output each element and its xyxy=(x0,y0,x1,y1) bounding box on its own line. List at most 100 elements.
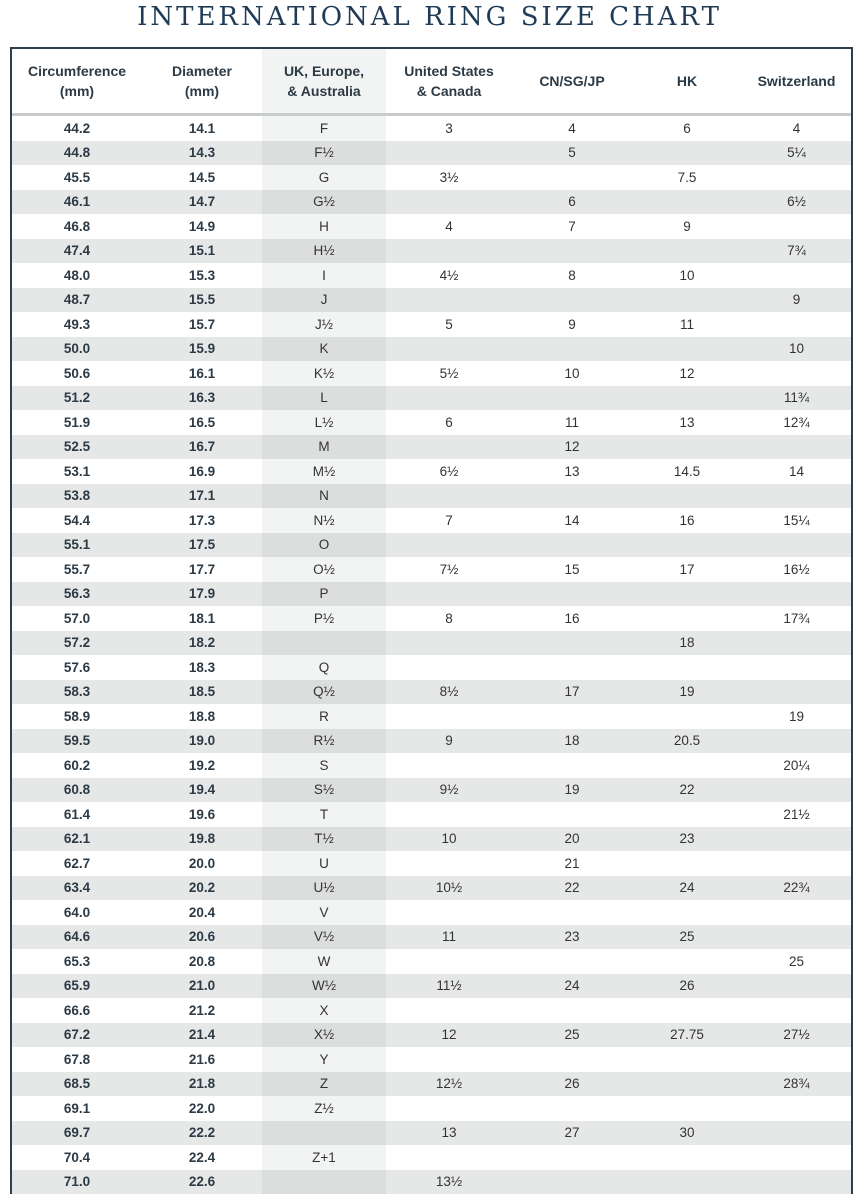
cell-switzerland xyxy=(742,483,851,508)
cell-uk-europe-australia: M½ xyxy=(262,459,386,484)
table-row: 51.9 16.5 L½ 6 11 13 12¾ xyxy=(12,410,851,435)
cell-uk-europe-australia xyxy=(262,630,386,655)
table-row: 55.1 17.5 O xyxy=(12,532,851,557)
cell-diameter: 14.3 xyxy=(142,140,262,165)
cell-circumference: 57.6 xyxy=(63,659,91,675)
cell-hk: 30 xyxy=(632,1120,742,1145)
cell-circumference: 51.9 xyxy=(63,414,91,430)
cell-hk: 20.5 xyxy=(632,728,742,753)
cell-switzerland xyxy=(742,434,851,459)
cell-hk xyxy=(632,998,742,1023)
cell-diameter: 19.6 xyxy=(188,806,216,822)
cell-diameter: 14.1 xyxy=(188,120,216,136)
table-row: 48.7 15.5 J 9 xyxy=(12,287,851,312)
cell-diameter: 16.5 xyxy=(188,414,216,430)
cell-diameter: 22.6 xyxy=(142,1169,262,1194)
table-row: 57.0 18.1 P½ 8 16 17¾ xyxy=(12,606,851,631)
table-row: 51.2 16.3 L 11¾ xyxy=(12,385,851,410)
cell-diameter: 20.2 xyxy=(142,875,262,900)
cell-hk xyxy=(632,1169,742,1194)
cell-switzerland xyxy=(742,361,851,386)
cell-hk xyxy=(632,238,742,263)
cell-hk xyxy=(632,189,742,214)
cell-diameter: 22.2 xyxy=(142,1120,262,1145)
cell-us-canada: 3 xyxy=(445,120,453,136)
cell-circumference: 69.7 xyxy=(12,1120,142,1145)
table-row: 45.5 14.5 G 3½ 7.5 xyxy=(12,165,851,190)
cell-hk xyxy=(632,704,742,729)
cell-cn-sg-jp: 19 xyxy=(512,777,632,802)
cell-uk-europe-australia: K xyxy=(262,336,386,361)
column-header-line: Circumference xyxy=(27,63,127,79)
column-header-circumference: Circumference (mm) xyxy=(12,49,142,116)
cell-us-canada xyxy=(386,385,512,410)
cell-diameter: 17.5 xyxy=(142,532,262,557)
cell-hk: 7.5 xyxy=(677,169,697,185)
column-header-line: Switzerland xyxy=(757,73,836,89)
cell-circumference: 53.8 xyxy=(12,483,142,508)
cell-cn-sg-jp: 27 xyxy=(512,1120,632,1145)
cell-circumference: 48.0 xyxy=(63,267,91,283)
cell-diameter: 21.6 xyxy=(188,1051,216,1067)
cell-uk-europe-australia: T xyxy=(262,802,386,827)
cell-cn-sg-jp: 5 xyxy=(512,140,632,165)
table-row: 50.6 16.1 K½ 5½ 10 12 xyxy=(12,361,851,386)
cell-switzerland: 27½ xyxy=(742,1022,851,1047)
cell-switzerland xyxy=(742,1169,851,1194)
cell-circumference: 62.7 xyxy=(63,855,91,871)
cell-us-canada xyxy=(386,140,512,165)
cell-uk-europe-australia: M xyxy=(262,434,386,459)
cell-cn-sg-jp: 4 xyxy=(568,120,576,136)
cell-circumference: 45.5 xyxy=(63,169,91,185)
cell-uk-europe-australia: O½ xyxy=(262,557,386,582)
cell-hk xyxy=(632,802,742,827)
cell-switzerland xyxy=(742,973,851,998)
cell-switzerland xyxy=(742,924,851,949)
cell-circumference: 51.2 xyxy=(12,385,142,410)
cell-switzerland xyxy=(742,581,851,606)
cell-diameter: 19.0 xyxy=(142,728,262,753)
cell-us-canada: 7½ xyxy=(439,561,459,577)
cell-us-canada: 9 xyxy=(386,728,512,753)
cell-uk-europe-australia xyxy=(262,1120,386,1145)
cell-hk xyxy=(632,1071,742,1096)
cell-switzerland xyxy=(742,214,851,239)
cell-us-canada xyxy=(386,532,512,557)
cell-cn-sg-jp xyxy=(512,802,632,827)
cell-diameter: 20.4 xyxy=(188,904,216,920)
cell-hk: 22 xyxy=(632,777,742,802)
cell-switzerland: 7¾ xyxy=(742,238,851,263)
cell-uk-europe-australia: N½ xyxy=(262,508,386,533)
cell-switzerland xyxy=(742,312,851,337)
cell-hk xyxy=(632,434,742,459)
table-row: 62.1 19.8 T½ 10 20 23 xyxy=(12,826,851,851)
cell-hk xyxy=(632,385,742,410)
cell-switzerland: 22¾ xyxy=(742,875,851,900)
cell-cn-sg-jp: 13 xyxy=(564,463,580,479)
cell-switzerland: 14 xyxy=(788,463,805,479)
table-row: 71.0 22.6 13½ xyxy=(12,1169,851,1194)
cell-diameter: 16.1 xyxy=(188,365,216,381)
cell-hk: 23 xyxy=(632,826,742,851)
cell-us-canada xyxy=(386,434,512,459)
cell-uk-europe-australia: Q xyxy=(262,655,386,680)
cell-switzerland xyxy=(742,630,851,655)
table-row: 67.2 21.4 X½ 12 25 27.75 27½ xyxy=(12,1022,851,1047)
cell-cn-sg-jp xyxy=(512,949,632,974)
table-row: 50.0 15.9 K 10 xyxy=(12,336,851,361)
ring-size-table: Circumference (mm) Diameter (mm) UK, Europe,… xyxy=(10,47,853,1194)
cell-cn-sg-jp: 8 xyxy=(568,267,576,283)
cell-uk-europe-australia: J½ xyxy=(262,312,386,337)
cell-us-canada xyxy=(386,581,512,606)
cell-switzerland: 15¼ xyxy=(783,512,810,528)
cell-us-canada xyxy=(386,336,512,361)
cell-uk-europe-australia: O xyxy=(262,532,386,557)
table-row: 46.1 14.7 G½ 6 6½ xyxy=(12,189,851,214)
cell-hk xyxy=(632,900,742,925)
table-row: 56.3 17.9 P xyxy=(12,581,851,606)
cell-uk-europe-australia: Y xyxy=(262,1047,386,1072)
cell-circumference: 68.5 xyxy=(12,1071,142,1096)
cell-hk: 10 xyxy=(679,267,695,283)
cell-hk xyxy=(632,949,742,974)
column-header-line: & Australia xyxy=(287,83,361,99)
